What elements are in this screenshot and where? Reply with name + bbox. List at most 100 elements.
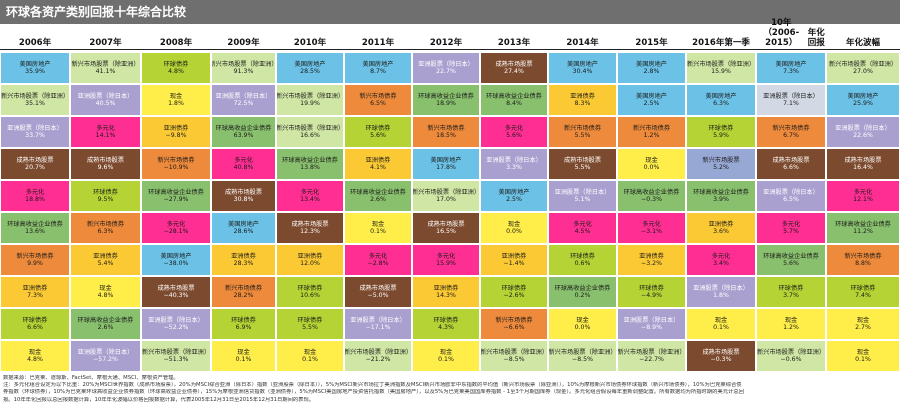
asset-cell: 亚洲股票（除日本） 1.8% — [687, 277, 755, 307]
asset-return: 11.2% — [853, 228, 873, 235]
asset-return: 40.5% — [95, 100, 116, 107]
asset-return: −52.2% — [163, 324, 189, 331]
asset-return: 13.8% — [300, 164, 320, 171]
asset-cell: 环球债券 6.9% — [212, 309, 275, 339]
asset-cell: 成熟市场股票 20.7% — [1, 149, 69, 179]
asset-name: 多元化 — [642, 220, 661, 228]
asset-name: 现金 — [439, 348, 453, 356]
asset-name: 新兴市场债券 — [427, 124, 465, 132]
asset-return: −6.6% — [503, 324, 525, 331]
asset-name: 环球高收益企业债券 — [148, 188, 204, 196]
asset-cell: 亚洲股票（除日本） 33.7% — [1, 117, 69, 147]
asset-return: 2.5% — [506, 196, 522, 203]
asset-return: 0.1% — [302, 356, 318, 363]
asset-cell: 多元化 18.8% — [1, 181, 69, 211]
asset-name: 亚洲股票（除日本） — [350, 316, 406, 324]
asset-return: 4.5% — [574, 228, 591, 235]
asset-cell: 多元化 12.1% — [827, 181, 899, 211]
asset-cell: 新兴市场债券 6.7% — [757, 117, 825, 147]
asset-name: 亚洲债券 — [93, 252, 118, 260]
asset-cell: 多元化 −3.1% — [618, 213, 685, 243]
asset-return: 16.5% — [436, 228, 456, 235]
asset-name: 多元化 — [368, 252, 388, 260]
asset-cell: 环球高收益企业债券 3.9% — [687, 181, 755, 211]
asset-return: 14.1% — [95, 132, 116, 139]
asset-return: 27.0% — [853, 68, 873, 75]
asset-cell: 新兴市场股票（除亚洲） −8.5% — [549, 341, 616, 371]
asset-cell: 亚洲股票（除日本） 22.6% — [827, 117, 899, 147]
asset-cell: 环球高收益企业债券 −0.3% — [618, 181, 685, 211]
asset-cell: 环球债券 9.5% — [71, 181, 140, 211]
asset-cell: 新兴市场股票（除亚洲） −8.5% — [481, 341, 547, 371]
asset-name: 成熟市场股票 — [359, 284, 397, 292]
asset-return: 2.6% — [97, 324, 114, 331]
asset-name: 美国房地产 — [636, 92, 667, 100]
asset-cell: 多元化 −28.1% — [142, 213, 210, 243]
asset-return: 7.4% — [855, 292, 871, 299]
asset-cell: 现金 4.8% — [1, 341, 69, 371]
asset-cell: 环球债券 5.9% — [687, 117, 755, 147]
asset-cell: 环球债券 0.6% — [549, 245, 616, 275]
asset-cell: 亚洲债券 −1.4% — [481, 245, 547, 275]
asset-name: 环球高收益企业债券 — [7, 220, 63, 228]
asset-name: 环球高收益企业债券 — [835, 220, 891, 228]
asset-name: 环球债券 — [570, 252, 595, 260]
asset-name: 美国房地产 — [362, 60, 394, 68]
column-header: 2014年 — [566, 38, 599, 48]
asset-cell: 亚洲股票（除日本） 40.5% — [71, 85, 140, 115]
asset-name: 多元化 — [436, 252, 456, 260]
asset-name: 现金 — [303, 348, 317, 356]
asset-name: 新兴市场债券 — [16, 252, 54, 260]
asset-cell: 现金 1.8% — [142, 85, 210, 115]
asset-return: 14.3% — [436, 292, 456, 299]
asset-cell: 美国房地产 2.5% — [618, 85, 685, 115]
asset-return: 5.6% — [506, 132, 522, 139]
asset-return: 5.5% — [574, 132, 591, 139]
asset-return: 5.1% — [574, 196, 591, 203]
asset-return: 1.8% — [713, 292, 729, 299]
asset-return: 2.8% — [643, 68, 660, 75]
asset-cell: 现金 2.7% — [827, 309, 899, 339]
asset-cell: 环球高收益企业债券 18.9% — [413, 85, 479, 115]
asset-cell: 新兴市场股票（除亚洲） −21.2% — [345, 341, 411, 371]
asset-cell: 现金 0.1% — [277, 341, 343, 371]
asset-name: 环球高收益企业债券 — [763, 252, 819, 260]
asset-return: 3.6% — [713, 228, 729, 235]
asset-return: 3.7% — [783, 292, 799, 299]
asset-cell: 亚洲债券 5.4% — [71, 245, 140, 275]
asset-name: 成熟市场股票 — [702, 348, 740, 356]
asset-return: 19.9% — [300, 100, 320, 107]
asset-return: −21.2% — [365, 356, 391, 363]
asset-cell: 亚洲债券 28.3% — [212, 245, 275, 275]
asset-name: 新兴市场股票（除亚洲） — [71, 60, 140, 68]
asset-return: 18.9% — [436, 100, 456, 107]
asset-name: 现金 — [507, 220, 521, 228]
asset-cell: 新兴市场债券 1.2% — [618, 117, 685, 147]
asset-cell: 环球债券 4.3% — [413, 309, 479, 339]
asset-return: 91.3% — [233, 68, 254, 75]
asset-cell: 新兴市场股票（除亚洲） 15.9% — [687, 53, 755, 83]
asset-name: 亚洲债券 — [501, 252, 527, 260]
asset-cell: 环球高收益企业债券 2.6% — [71, 309, 140, 339]
asset-return: 40.8% — [233, 164, 254, 171]
asset-cell: 环球高收益企业债券 11.2% — [827, 213, 899, 243]
asset-cell: 多元化 4.5% — [549, 213, 616, 243]
asset-name: 多元化 — [853, 188, 873, 196]
asset-name: 成熟市场股票 — [86, 156, 125, 164]
asset-cell: 现金 4.8% — [71, 277, 140, 307]
asset-return: 7.3% — [783, 68, 799, 75]
asset-return: −3.2% — [641, 260, 662, 267]
asset-cell: 环球债券 5.6% — [345, 117, 411, 147]
asset-return: 15.9% — [436, 260, 456, 267]
column-header: 2008年 — [159, 38, 193, 48]
asset-name: 成熟市场股票 — [844, 156, 882, 164]
asset-name: 新兴市场股票（除亚洲） — [481, 348, 547, 356]
asset-return: 6.6% — [783, 164, 799, 171]
asset-return: 12.3% — [300, 228, 320, 235]
asset-return: 7.1% — [783, 100, 799, 107]
asset-name: 环球债券 — [501, 284, 527, 292]
asset-cell: 亚洲股票（除日本） 5.1% — [549, 181, 616, 211]
asset-cell: 多元化 15.9% — [413, 245, 479, 275]
asset-cell: 环球高收益企业债券 0.2% — [549, 277, 616, 307]
asset-name: 亚洲股票（除日本） — [148, 316, 204, 324]
